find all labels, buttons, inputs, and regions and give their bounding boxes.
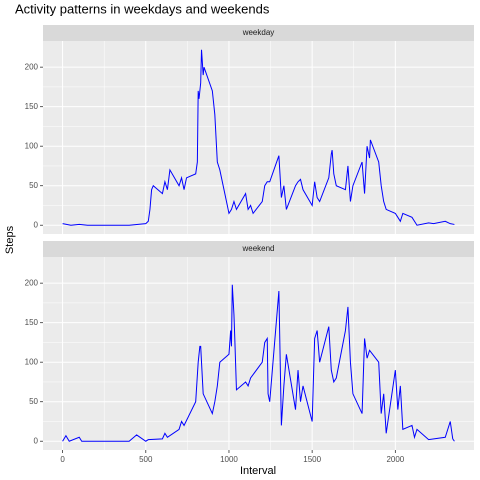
y-tick-label: 150 bbox=[25, 318, 39, 327]
y-tick-label: 200 bbox=[25, 62, 39, 71]
panel-background bbox=[43, 257, 474, 450]
x-axis-label: Interval bbox=[240, 465, 276, 477]
x-tick-label: 2000 bbox=[386, 455, 404, 464]
y-axis-label: Steps bbox=[4, 225, 16, 254]
y-tick-label: 150 bbox=[25, 102, 39, 111]
x-tick-label: 0 bbox=[60, 455, 65, 464]
panel-background bbox=[43, 41, 474, 234]
x-tick-label: 500 bbox=[139, 455, 153, 464]
panel-label: weekend bbox=[241, 244, 274, 253]
strip bbox=[43, 241, 474, 257]
y-tick-label: 200 bbox=[25, 278, 39, 287]
y-tick-label: 100 bbox=[25, 141, 39, 150]
panel-label: weekday bbox=[242, 28, 275, 37]
x-tick-label: 1500 bbox=[303, 455, 321, 464]
y-tick-label: 50 bbox=[29, 397, 38, 406]
y-tick-label: 0 bbox=[34, 436, 39, 445]
y-tick-label: 100 bbox=[25, 357, 39, 366]
chart-title: Activity patterns in weekdays and weeken… bbox=[15, 1, 270, 16]
y-tick-label: 50 bbox=[29, 181, 38, 190]
strip bbox=[43, 25, 474, 41]
data-line bbox=[62, 284, 455, 442]
data-line bbox=[62, 49, 455, 226]
y-tick-label: 0 bbox=[34, 220, 39, 229]
x-tick-label: 1000 bbox=[220, 455, 238, 464]
